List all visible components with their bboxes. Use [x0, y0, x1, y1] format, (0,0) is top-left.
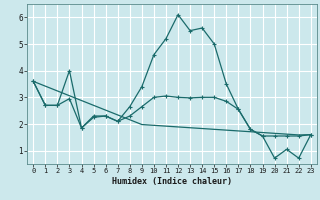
X-axis label: Humidex (Indice chaleur): Humidex (Indice chaleur)	[112, 177, 232, 186]
